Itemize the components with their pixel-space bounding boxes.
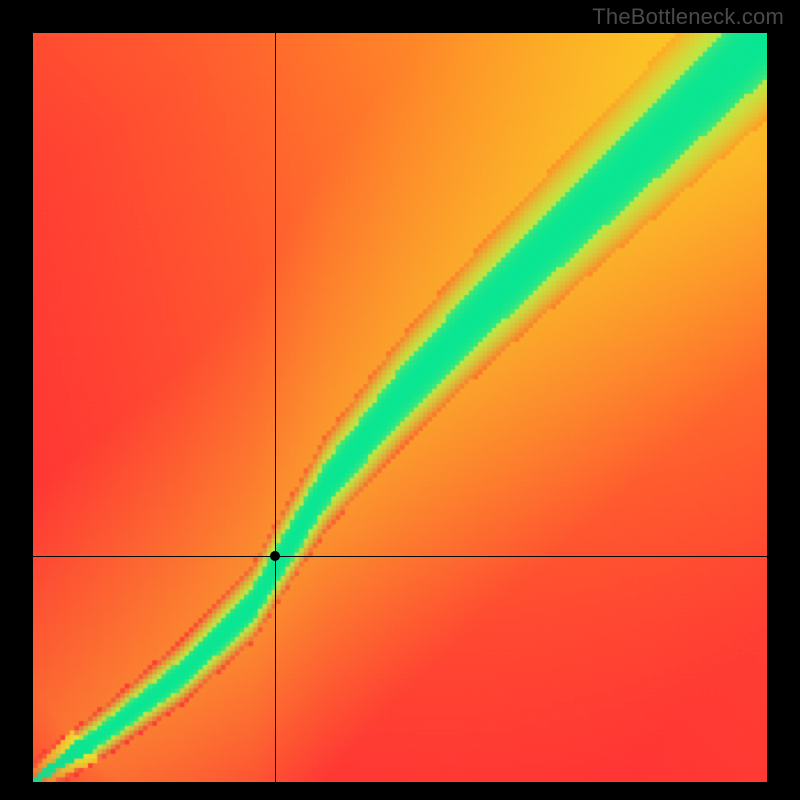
crosshair-marker: [270, 551, 280, 561]
source-watermark: TheBottleneck.com: [592, 4, 784, 30]
crosshair-vertical: [275, 33, 276, 782]
bottleneck-heatmap: [33, 33, 767, 782]
crosshair-horizontal: [33, 556, 767, 557]
